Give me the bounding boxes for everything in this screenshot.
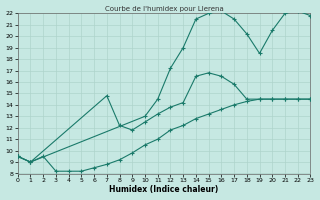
X-axis label: Humidex (Indice chaleur): Humidex (Indice chaleur) bbox=[109, 185, 219, 194]
Title: Courbe de l'humidex pour Llerena: Courbe de l'humidex pour Llerena bbox=[105, 6, 223, 12]
